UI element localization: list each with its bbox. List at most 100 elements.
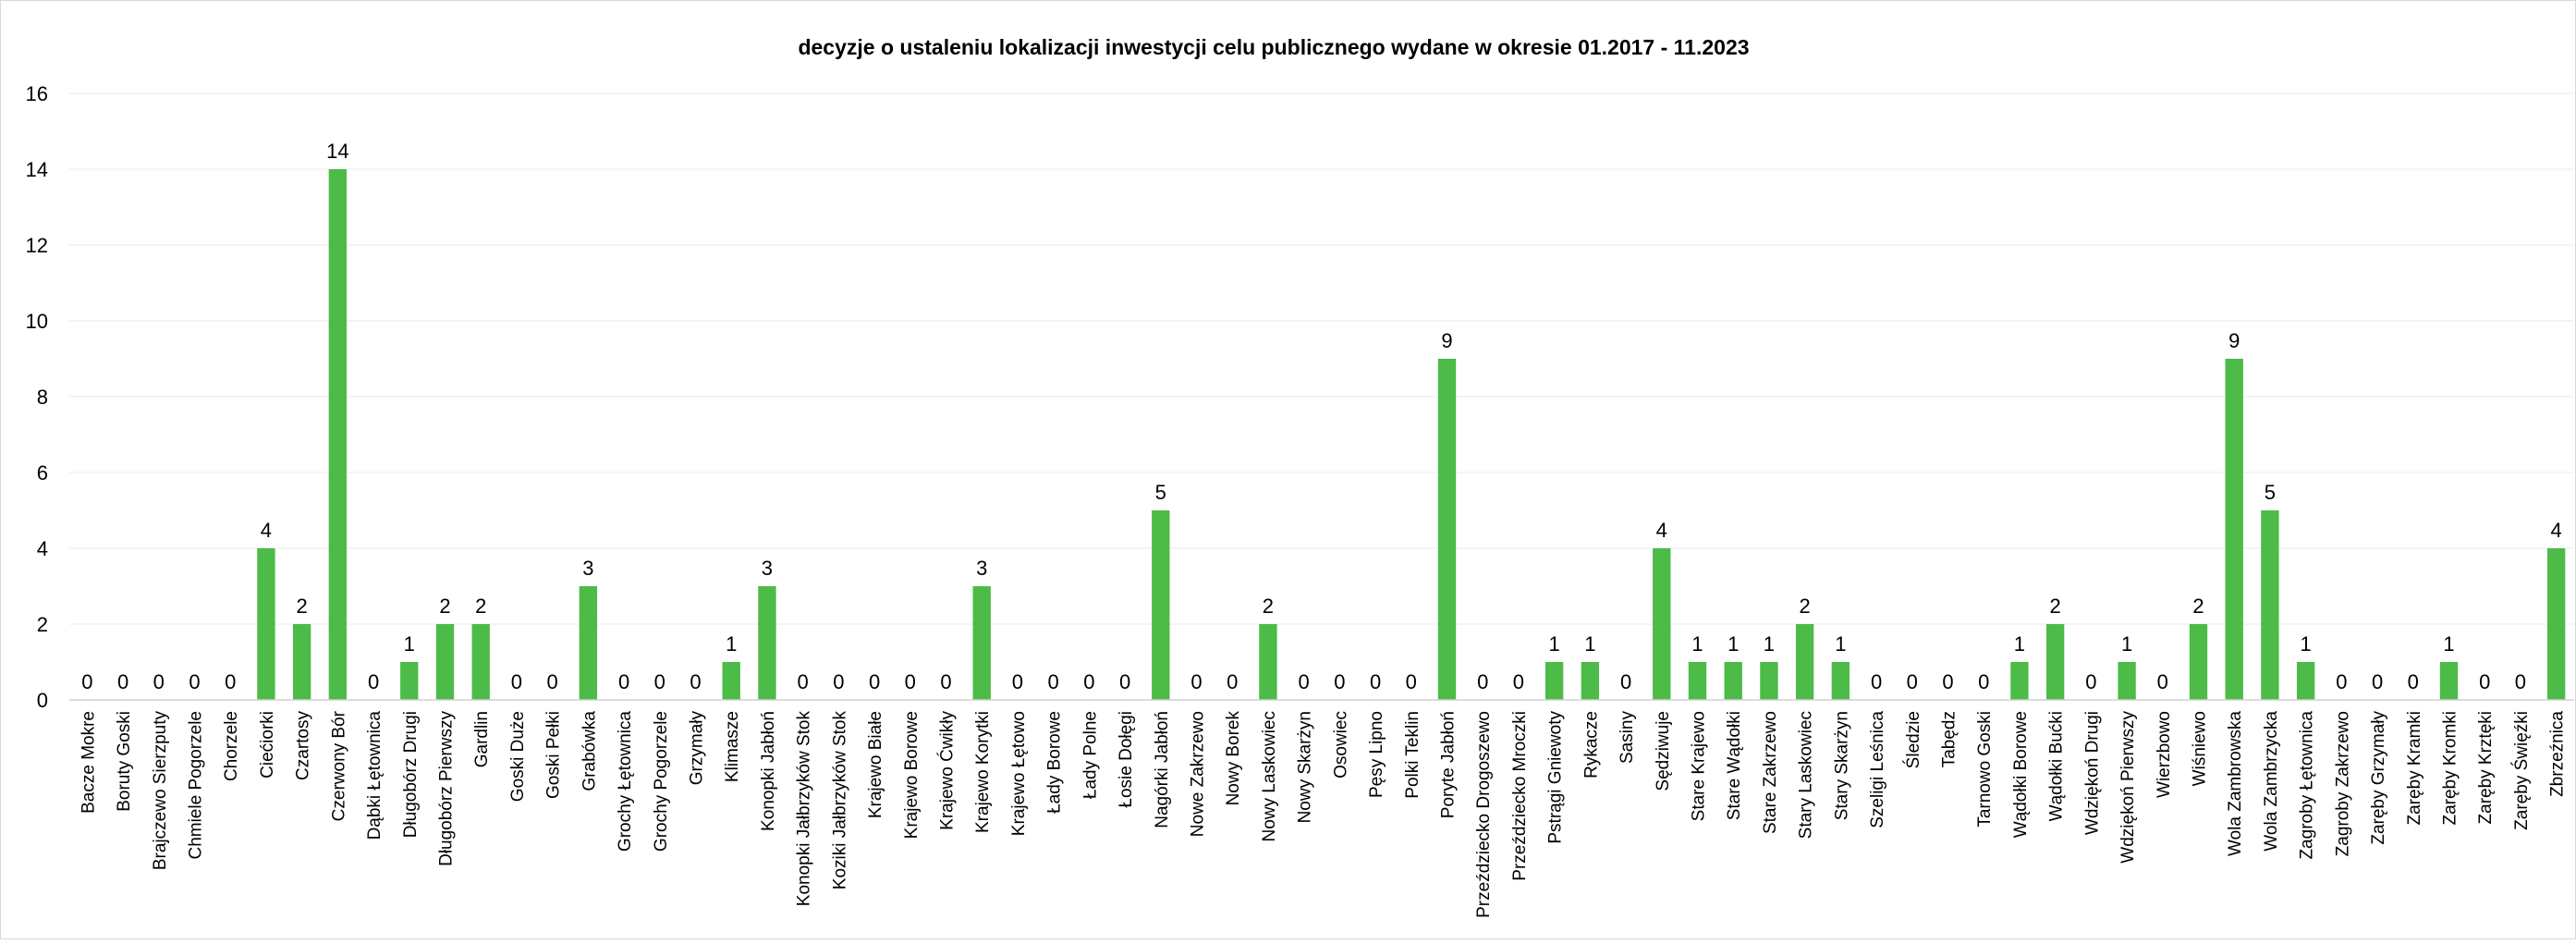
data-label: 2 <box>2192 595 2204 618</box>
bar <box>972 586 991 700</box>
x-tick-label: Dąbki Łętownica <box>365 711 385 840</box>
data-label: 2 <box>1263 595 1274 618</box>
x-tick-label: Nowe Zakrzewo <box>1189 711 1208 837</box>
x-tick-label: Chorzele <box>222 711 241 781</box>
x-tick-label: Stary Laskowiec <box>1797 711 1816 839</box>
data-label: 0 <box>189 670 200 693</box>
x-tick-label: Pstrągi Gniewoty <box>1546 711 1566 844</box>
data-label: 0 <box>690 670 701 693</box>
bar <box>1544 662 1564 700</box>
data-label: 0 <box>618 670 629 693</box>
x-tick-label: Wierzbowo <box>2155 711 2174 798</box>
data-label: 2 <box>1800 595 1811 618</box>
x-tick-label: Goski Pełki <box>544 711 564 799</box>
x-tick-label: Brajczewo Sierzputy <box>151 711 170 871</box>
x-tick-label: Długobórz Pierwszy <box>437 711 457 866</box>
data-label: 1 <box>1835 632 1846 656</box>
data-label: 3 <box>582 557 593 580</box>
x-tick-label: Rykacze <box>1581 711 1601 778</box>
data-label: 4 <box>261 519 272 542</box>
x-tick-label: Czerwony Bór <box>329 710 348 821</box>
x-tick-label: Wola Zambrowska <box>2226 711 2245 856</box>
data-label: 0 <box>1119 670 1130 693</box>
x-tick-label: Szeligi Leśnica <box>1868 711 1887 828</box>
data-label: 2 <box>2050 595 2061 618</box>
bar <box>579 586 598 700</box>
data-label: 2 <box>297 595 308 618</box>
data-label: 0 <box>869 670 880 693</box>
x-tick-label: Goski Duże <box>508 711 528 802</box>
bar <box>2045 624 2065 700</box>
data-label: 0 <box>940 670 951 693</box>
data-label: 2 <box>475 595 486 618</box>
x-tick-label: Wola Zambrzycka <box>2262 711 2281 852</box>
data-label: 3 <box>976 557 987 580</box>
bar <box>2296 662 2315 700</box>
y-tick-label: 8 <box>37 386 48 409</box>
x-tick-label: Osowiec <box>1331 711 1350 778</box>
data-label: 0 <box>833 670 844 693</box>
x-tick-label: Łady Polne <box>1080 711 1100 799</box>
data-label: 0 <box>2085 670 2096 693</box>
bar <box>1688 662 1707 700</box>
data-label: 1 <box>1728 632 1739 656</box>
bar <box>1581 662 1600 700</box>
x-tick-label: Krajewo Borowe <box>902 711 922 839</box>
data-label: 0 <box>511 670 522 693</box>
data-label: 0 <box>225 670 236 693</box>
data-label: 0 <box>1871 670 1882 693</box>
x-tick-label: Wdziękoń Pierwszy <box>2118 711 2138 864</box>
x-tick-label: Grochy Pogorzele <box>652 711 671 852</box>
y-tick-label: 0 <box>37 689 48 712</box>
x-tick-label: Zaręby Kramki <box>2405 711 2424 826</box>
x-tick-label: Bacze Mokre <box>79 711 98 814</box>
data-label: 5 <box>2265 481 2276 504</box>
bar <box>292 624 311 700</box>
data-label: 5 <box>1155 481 1166 504</box>
bar <box>328 169 348 700</box>
bar <box>2439 662 2459 700</box>
x-tick-label: Gardlin <box>472 711 492 767</box>
bar <box>2261 510 2279 700</box>
bar <box>400 662 419 700</box>
data-label: 1 <box>1691 632 1703 656</box>
data-label: 0 <box>1190 670 1202 693</box>
x-tick-label: Konopki Jałbrzyków Stok <box>795 711 814 907</box>
x-tick-label: Stare Krajewo <box>1690 711 1709 821</box>
x-tick-label: Tabędz <box>1940 711 1959 767</box>
x-axis: Bacze Mokre Boruty Goski Brajczewo Sierzpu… <box>79 710 2567 918</box>
bar <box>758 586 776 700</box>
data-label: 1 <box>2121 632 2132 656</box>
x-tick-label: Tarnowo Goski <box>1975 711 1995 828</box>
x-tick-label: Zaręby Grzymały <box>2369 711 2388 845</box>
x-tick-label: Łosie Dołęgi <box>1117 711 1136 808</box>
x-tick-label: Polki Teklin <box>1403 711 1422 799</box>
y-axis: 0 2 4 6 8 10 12 14 16 <box>26 82 48 712</box>
x-tick-label: Konopki Jabłoń <box>759 711 778 831</box>
bar <box>2118 662 2136 700</box>
data-label: 1 <box>1584 632 1595 656</box>
bar <box>722 662 740 700</box>
x-tick-label: Przeździecko Mroczki <box>1510 711 1530 881</box>
x-tick-label: Nowy Borek <box>1224 711 1243 806</box>
data-label: 0 <box>1048 670 1059 693</box>
data-label: 1 <box>2014 632 2025 656</box>
x-tick-label: Grabówka <box>580 711 599 791</box>
bar <box>2546 548 2566 700</box>
x-tick-label: Nagórki Jabłoń <box>1153 711 1172 828</box>
data-label: 4 <box>2551 519 2562 542</box>
y-tick-label: 4 <box>37 537 48 560</box>
y-tick-label: 6 <box>37 461 48 484</box>
x-tick-label: Krajewo Korytki <box>973 711 993 833</box>
bar <box>2225 359 2243 700</box>
data-label: 0 <box>1942 670 1953 693</box>
bar <box>257 548 275 700</box>
data-label: 3 <box>762 557 773 580</box>
x-tick-label: Grzymały <box>688 711 707 786</box>
x-tick-label: Wądołki Bućki <box>2047 711 2067 821</box>
data-label: 1 <box>726 632 737 656</box>
data-label: 14 <box>326 140 348 163</box>
